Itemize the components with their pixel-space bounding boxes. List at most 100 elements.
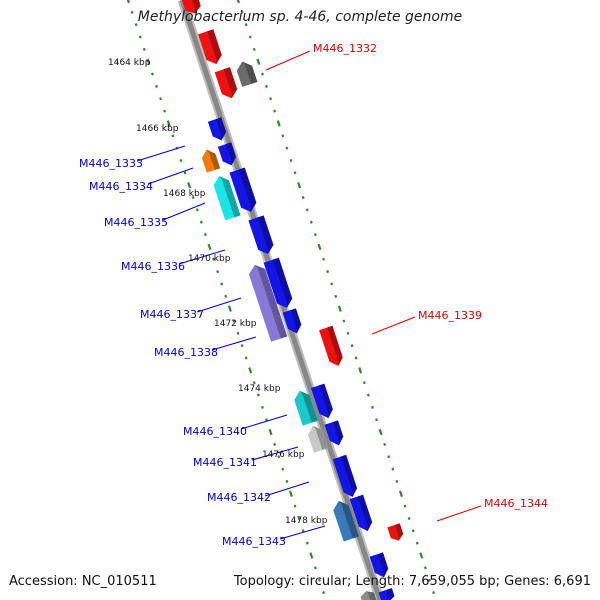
outer-tick xyxy=(285,146,289,150)
gene-label-m446-1339[interactable]: M446_1339 xyxy=(418,309,482,322)
outer-tick xyxy=(366,393,370,397)
inner-tick xyxy=(288,490,293,498)
outer-tick xyxy=(354,356,358,360)
leader-line xyxy=(240,414,288,430)
inner-tick xyxy=(203,233,207,237)
inner-tick xyxy=(318,578,321,582)
outer-tick xyxy=(293,171,297,175)
gene-arrow xyxy=(198,29,222,65)
gene-arrow xyxy=(229,167,257,212)
gene-arrow xyxy=(332,454,357,497)
gene-arrow xyxy=(214,67,238,99)
gene-arrow-shade xyxy=(290,308,302,334)
outer-tick xyxy=(281,134,285,138)
inner-tick xyxy=(273,442,277,446)
gene-arrow xyxy=(349,494,373,532)
gene-label-m446-1340[interactable]: M446_1340 xyxy=(183,425,247,438)
inner-tick xyxy=(261,405,264,409)
outer-tick xyxy=(301,195,305,200)
gene-arrow xyxy=(311,383,333,419)
label-leaders xyxy=(136,50,482,540)
gene-label-m446-1332[interactable]: M446_1332 xyxy=(313,42,377,55)
gene-arrow-shade xyxy=(225,142,236,166)
outer-tick xyxy=(342,319,346,323)
outer-tick xyxy=(337,305,342,312)
inner-tick xyxy=(240,344,244,348)
inner-tick xyxy=(126,0,130,4)
gene-label-m446-1338[interactable]: M446_1338 xyxy=(154,346,218,359)
inner-tick xyxy=(322,591,325,595)
outer-tick xyxy=(407,516,411,521)
outer-tick xyxy=(358,367,363,374)
gene-arrow xyxy=(213,176,241,221)
outer-tick xyxy=(375,418,378,422)
outer-tick xyxy=(256,58,261,65)
genome-summary: Topology: circular; Length: 7,659,055 bp… xyxy=(233,574,591,589)
outer-tick xyxy=(411,529,415,533)
inner-tick xyxy=(220,282,224,286)
gene-arrow xyxy=(236,61,258,87)
outer-tick xyxy=(276,120,281,127)
gene-label-m446-1334[interactable]: M446_1334 xyxy=(89,180,153,193)
leader-line xyxy=(147,167,194,185)
outer-tick xyxy=(273,109,277,113)
gene-arrow-shade xyxy=(215,117,226,141)
gene-arrow-shade xyxy=(272,257,293,308)
gene-arrow xyxy=(387,523,404,541)
inner-tick xyxy=(216,270,220,274)
gene-arrow-shade xyxy=(299,390,318,423)
gene-arrow-shade xyxy=(312,425,329,450)
gene-label-m446-1342[interactable]: M446_1342 xyxy=(207,491,271,504)
kbp-tick-label: 1468 kbp xyxy=(163,189,206,199)
kbp-tick-labels: 1464 kbp 1466 kbp 1468 kbp 1470 kbp 1472… xyxy=(108,58,328,526)
gene-label-m446-1343[interactable]: M446_1343 xyxy=(222,535,286,548)
accession-text: Accession: NC_010511 xyxy=(9,574,157,589)
gene-arrow xyxy=(181,0,201,14)
outer-tick xyxy=(309,220,313,224)
outer-tick xyxy=(428,578,431,582)
inner-tick xyxy=(138,35,142,39)
gene-arrow xyxy=(308,425,329,453)
outer-tick xyxy=(395,479,399,483)
leader-line xyxy=(196,297,242,313)
inner-tick xyxy=(277,455,281,459)
kbp-tick-label: 1466 kbp xyxy=(136,124,179,134)
gene-label-m446-1344[interactable]: M446_1344 xyxy=(484,497,548,510)
outer-tick xyxy=(236,0,240,4)
inner-tick xyxy=(224,294,228,298)
outer-tick xyxy=(240,10,244,14)
outer-tick xyxy=(419,552,424,559)
gene-arrow-shade xyxy=(377,552,389,578)
gene-arrow-shade xyxy=(192,0,201,14)
inner-tick xyxy=(159,97,163,101)
outer-tick xyxy=(261,72,264,76)
gene-label-m446-1335[interactable]: M446_1335 xyxy=(104,216,168,229)
leader-line xyxy=(264,481,310,497)
gene-label-m446-1336[interactable]: M446_1336 xyxy=(121,260,185,273)
inner-tick xyxy=(130,10,134,14)
gene-label-m446-1337[interactable]: M446_1337 xyxy=(140,308,204,321)
inner-tick xyxy=(305,541,309,545)
gene-arrow xyxy=(248,265,288,342)
inner-tick xyxy=(227,305,232,312)
gene-arrow xyxy=(369,552,389,578)
inner-tick xyxy=(281,467,285,471)
gene-arrow xyxy=(324,420,344,446)
outer-tick xyxy=(362,381,366,385)
outer-tick xyxy=(391,467,395,471)
outer-tick xyxy=(403,504,407,508)
outer-tick xyxy=(334,294,338,298)
gene-label-m446-1341[interactable]: M446_1341 xyxy=(193,456,257,469)
gene-arrow xyxy=(333,501,359,542)
outer-tick xyxy=(432,591,435,595)
outer-tick xyxy=(346,331,350,335)
outer-tick xyxy=(387,455,391,459)
inner-tick xyxy=(155,84,158,88)
gene-arrow-shade xyxy=(242,61,258,84)
kbp-tick-label: 1470 kbp xyxy=(188,254,231,264)
gene-arrow xyxy=(378,588,395,600)
gene-label-m446-1333[interactable]: M446_1333 xyxy=(79,157,143,170)
leader-line xyxy=(162,202,206,221)
inner-tick xyxy=(212,257,215,261)
